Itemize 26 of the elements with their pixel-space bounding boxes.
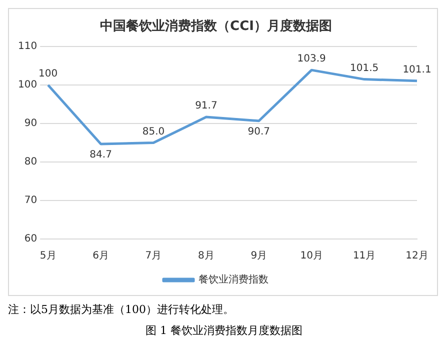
x-tick-label: 8月 xyxy=(198,250,214,262)
x-tick-label: 9月 xyxy=(250,250,268,262)
x-tick-label: 6月 xyxy=(92,250,109,262)
chart-title: 中国餐饮业消费指数（CCI）月度数据图 xyxy=(100,18,332,34)
text: 注：以5月数据为基准（100）进行转化处理。 xyxy=(8,302,235,317)
x-tick-label: 7月 xyxy=(145,250,162,262)
data-label: 91.7 xyxy=(195,100,218,112)
caption: 图 1 餐饮业消费指数月度数据图 xyxy=(144,323,304,338)
data-label: 103.9 xyxy=(297,54,326,65)
y-tick-label: 90 xyxy=(24,118,38,130)
data-label: 101.1 xyxy=(402,64,432,76)
x-tick-label: 11月 xyxy=(352,250,376,262)
data-label: 85.0 xyxy=(142,126,165,138)
y-tick-label: 110 xyxy=(18,41,38,52)
legend-label: 餐饮业消费指数 xyxy=(198,274,268,286)
y-tick-label: 80 xyxy=(24,156,38,168)
x-tick-label: 12月 xyxy=(406,250,428,262)
y-tick-label: 70 xyxy=(24,195,38,206)
data-label: 100 xyxy=(38,68,58,80)
y-tick-label: 100 xyxy=(18,80,38,91)
data-label: 101.5 xyxy=(350,62,379,74)
data-label: 90.7 xyxy=(248,126,270,138)
data-label: 84.7 xyxy=(90,150,112,161)
y-tick-label: 60 xyxy=(24,234,38,245)
x-tick-label: 10月 xyxy=(300,250,323,262)
x-tick-label: 5月 xyxy=(40,250,56,262)
